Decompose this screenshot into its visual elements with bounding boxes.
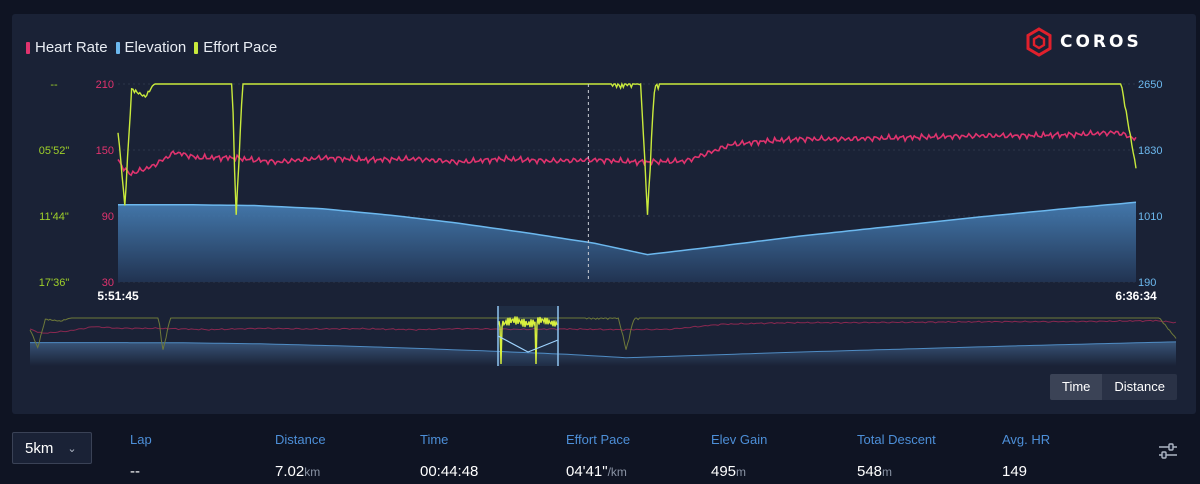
heart-rate-axis-tick: 150	[96, 145, 114, 157]
summary-value-effort-pace-unit: /km	[607, 465, 627, 479]
summary-value-time-number: 00:44:48	[420, 463, 479, 480]
heart-rate-axis-tick: 210	[96, 79, 114, 91]
toggle-time-button[interactable]: Time	[1050, 374, 1103, 400]
heart-rate-line	[117, 128, 1137, 177]
legend-item-heart-rate[interactable]: Heart Rate	[26, 39, 108, 56]
coros-hexagon-icon	[1026, 27, 1052, 57]
summary-col-elev-gain: Elev Gain 495m	[711, 432, 767, 480]
axis-mode-toggle: Time Distance	[1050, 374, 1177, 400]
coros-logo-text: COROS	[1060, 32, 1142, 52]
pace-axis-tick: --	[50, 79, 58, 91]
navigator-elevation-area	[30, 341, 1176, 366]
summary-col-lap: Lap --	[130, 432, 152, 480]
legend-item-elevation[interactable]: Elevation	[115, 39, 187, 56]
summary-header-total-descent: Total Descent	[857, 432, 936, 447]
heart-rate-axis-tick: 90	[102, 211, 114, 223]
effort-pace-line	[117, 81, 1137, 215]
summary-col-distance: Distance 7.02km	[275, 432, 326, 480]
summary-value-distance-unit: km	[304, 465, 321, 479]
summary-header-time: Time	[420, 432, 449, 447]
legend-label-elevation: Elevation	[124, 39, 187, 56]
legend-item-effort-pace[interactable]: Effort Pace	[194, 39, 277, 56]
legend-label-effort-pace: Effort Pace	[203, 39, 278, 56]
summary-value-total-descent-unit: m	[882, 465, 893, 479]
legend-swatch-heart-rate	[26, 41, 30, 54]
summary-header-effort-pace: Effort Pace	[566, 432, 631, 447]
summary-header-avg-hr: Avg. HR	[1002, 432, 1051, 447]
summary-value-total-descent-number: 548	[857, 463, 883, 480]
summary-value-time: 00:44:48	[420, 463, 478, 480]
summary-header-lap: Lap	[130, 432, 152, 447]
pace-axis-tick: 05'52"	[39, 145, 70, 157]
elevation-axis-tick: 1010	[1138, 211, 1162, 223]
x-axis-end-label: 6:36:34	[1115, 289, 1157, 303]
lap-length-dropdown[interactable]: 5km ⌄	[12, 432, 92, 464]
summary-col-effort-pace: Effort Pace 04'41"/km	[566, 432, 630, 480]
summary-value-elev-gain-number: 495	[711, 463, 737, 480]
settings-sliders-icon[interactable]	[1158, 442, 1178, 460]
summary-value-distance: 7.02km	[275, 463, 326, 480]
legend-swatch-elevation	[115, 41, 120, 54]
pace-axis-tick: 11'44"	[39, 211, 69, 223]
coros-logo: COROS	[1024, 27, 1142, 57]
summary-value-total-descent: 548m	[857, 463, 936, 480]
legend-swatch-effort-pace	[194, 41, 199, 54]
elevation-axis-tick: 2650	[1138, 79, 1162, 91]
summary-header-elev-gain: Elev Gain	[711, 432, 768, 447]
summary-col-avg-hr: Avg. HR 149	[1002, 432, 1050, 480]
x-axis-start-label: 5:51:45	[97, 289, 139, 303]
summary-value-lap: --	[130, 463, 152, 480]
lap-summary-bar: 5km ⌄ Lap -- Distance 7.02km Time 00:44:…	[0, 420, 1200, 484]
summary-value-elev-gain-unit: m	[736, 465, 747, 479]
summary-header-distance: Distance	[275, 432, 326, 447]
summary-col-total-descent: Total Descent 548m	[857, 432, 936, 480]
lap-length-value: 5km	[25, 439, 54, 457]
heart-rate-axis-tick: 30	[102, 277, 114, 289]
navigator-selection-pace	[497, 316, 559, 365]
overview-navigator[interactable]	[29, 306, 1177, 366]
summary-value-avg-hr: 149	[1002, 463, 1050, 480]
activity-chart[interactable]: -- 210 05'52" 150 11'44" 90 17'36" 30 2650 1830 1…	[0, 0, 1200, 420]
navigator-heart-rate-line	[29, 319, 1177, 334]
navigator-elevation-line	[30, 341, 1177, 359]
summary-value-lap-number: --	[130, 463, 140, 480]
summary-value-elev-gain: 495m	[711, 463, 767, 480]
summary-value-avg-hr-number: 149	[1002, 463, 1028, 480]
elevation-axis-tick: 190	[1138, 277, 1156, 289]
elevation-line	[118, 201, 1137, 256]
summary-value-effort-pace-number: 04'41"	[566, 463, 608, 480]
pace-axis-tick: 17'36"	[39, 277, 70, 289]
summary-col-time: Time 00:44:48	[420, 432, 478, 480]
legend-label-heart-rate: Heart Rate	[35, 39, 108, 56]
elevation-axis-tick: 1830	[1138, 145, 1162, 157]
navigator-selection-window[interactable]	[498, 306, 558, 366]
navigator-effort-pace-line	[29, 317, 1177, 350]
toggle-distance-button[interactable]: Distance	[1102, 374, 1177, 400]
chart-legend: Heart Rate Elevation Effort Pace	[26, 39, 285, 56]
navigator-selection-elevation	[497, 335, 559, 353]
summary-value-distance-number: 7.02	[275, 463, 305, 480]
summary-value-effort-pace: 04'41"/km	[566, 463, 630, 480]
chevron-down-icon: ⌄	[67, 442, 77, 455]
elevation-area	[118, 202, 1136, 282]
